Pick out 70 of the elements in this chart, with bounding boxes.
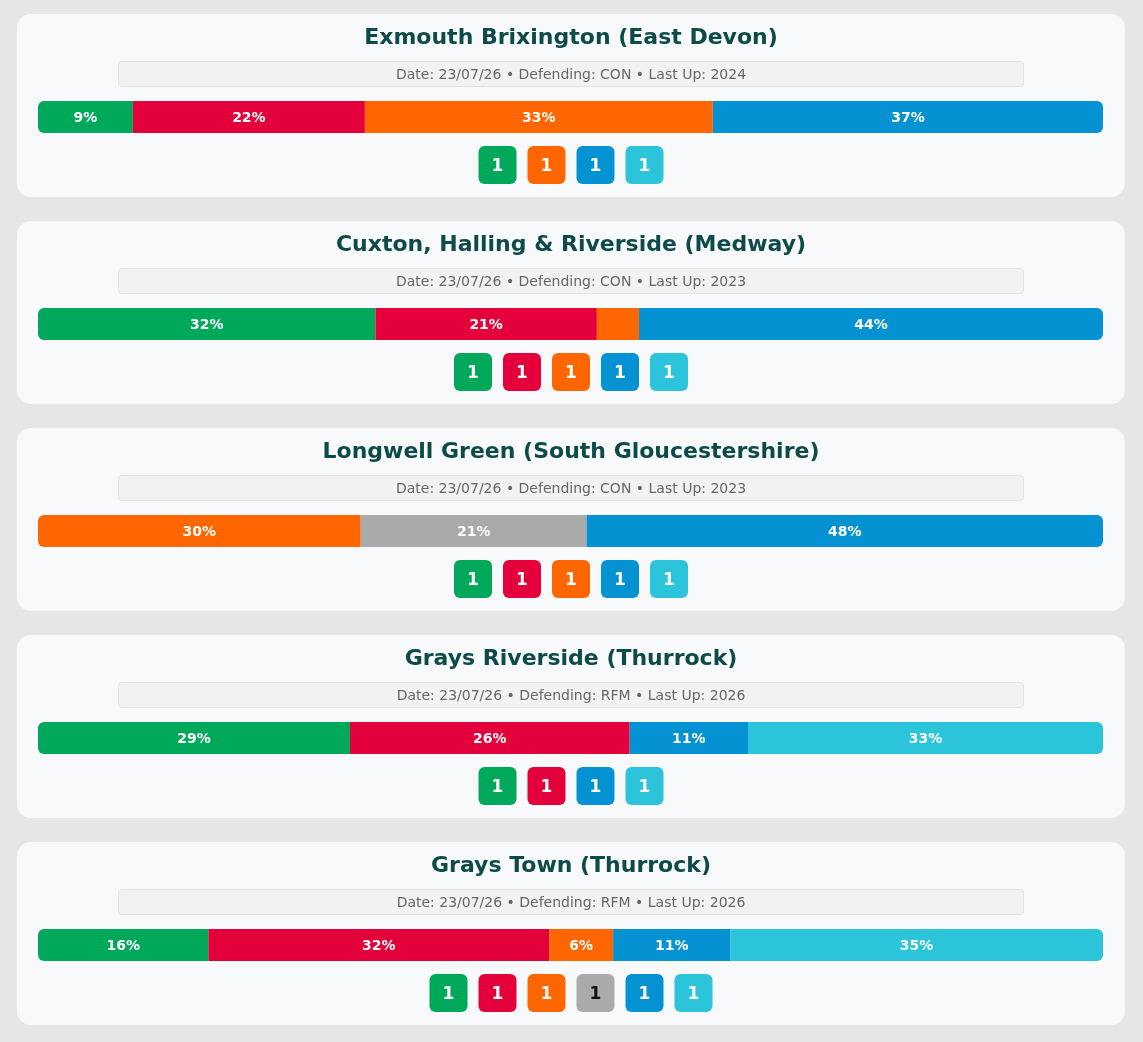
bar	[549, 929, 614, 961]
bar	[38, 929, 209, 961]
bar	[730, 929, 1103, 961]
bar	[38, 101, 133, 133]
data-label: 1	[687, 983, 700, 1004]
bar	[639, 308, 1103, 340]
data-label: 1	[540, 155, 553, 176]
data-label: 44%	[854, 315, 888, 332]
data-label: 48%	[828, 522, 862, 539]
bar	[38, 308, 376, 340]
data-label: 29%	[177, 729, 211, 746]
data-label: 1	[540, 776, 553, 797]
data-label: 16%	[106, 936, 140, 953]
data-label: 1	[589, 155, 602, 176]
chart-title: Grays Town (Thurrock)	[430, 852, 712, 877]
bar	[132, 101, 365, 133]
chart-subtitle: Date: 23/07/26 • Defending: CON • Last Up: 2023	[118, 475, 1024, 501]
bar	[208, 929, 550, 961]
data-label: 21%	[469, 315, 503, 332]
bar	[38, 722, 350, 754]
data-label: 1	[442, 983, 455, 1004]
data-label: 1	[638, 983, 651, 1004]
data-label: 26%	[473, 729, 507, 746]
bar	[613, 929, 731, 961]
data-label: 1	[663, 569, 675, 590]
data-label: 33%	[522, 108, 556, 125]
data-label: 6%	[569, 936, 594, 953]
chart-subtitle: Date: 23/07/26 • Defending: RFM • Last Up: 2026	[118, 889, 1024, 915]
chart-title: Longwell Green (South Gloucestershire)	[321, 438, 821, 463]
bar	[629, 722, 748, 754]
data-label: 1	[516, 362, 528, 383]
bar	[375, 308, 597, 340]
data-label: 30%	[182, 522, 217, 539]
bar	[596, 308, 640, 340]
data-label: 1	[589, 776, 602, 797]
data-label: 32%	[362, 936, 396, 953]
chart-title: Exmouth Brixington (East Devon)	[363, 24, 779, 49]
data-label: 1	[491, 776, 504, 797]
data-label: 9%	[73, 108, 98, 125]
data-label: 1	[467, 362, 479, 383]
data-label: 1	[491, 983, 504, 1004]
data-label: 35%	[899, 936, 934, 953]
data-label: 1	[491, 155, 504, 176]
data-label: 1	[516, 569, 528, 590]
data-label: 21%	[456, 522, 491, 539]
data-label: 1	[565, 362, 577, 383]
chart-subtitle: Date: 23/07/26 • Defending: CON • Last Up: 2023	[118, 268, 1024, 294]
data-label: 1	[467, 569, 479, 590]
chart-subtitle: Date: 23/07/26 • Defending: CON • Last Up: 2024	[118, 61, 1024, 87]
data-label: 1	[614, 362, 626, 383]
chart-title: Cuxton, Halling & Riverside (Medway)	[334, 231, 808, 256]
data-label: 1	[638, 155, 651, 176]
bar	[712, 101, 1103, 133]
data-label: 11%	[654, 936, 689, 953]
chart-subtitle: Date: 23/07/26 • Defending: RFM • Last Up: 2026	[118, 682, 1024, 708]
data-label: 11%	[672, 729, 706, 746]
data-label: 33%	[908, 729, 943, 746]
data-label: 1	[540, 983, 553, 1004]
data-label: 37%	[891, 108, 925, 125]
data-label: 32%	[189, 315, 224, 332]
data-label: 1	[638, 776, 651, 797]
bar	[364, 101, 713, 133]
data-label: 22%	[232, 108, 266, 125]
data-label: 1	[663, 362, 675, 383]
bar	[748, 722, 1103, 754]
chart-title: Grays Riverside (Thurrock)	[403, 645, 739, 670]
bar	[349, 722, 630, 754]
data-label: 1	[589, 983, 602, 1004]
data-label: 1	[565, 569, 577, 590]
data-label: 1	[614, 569, 626, 590]
